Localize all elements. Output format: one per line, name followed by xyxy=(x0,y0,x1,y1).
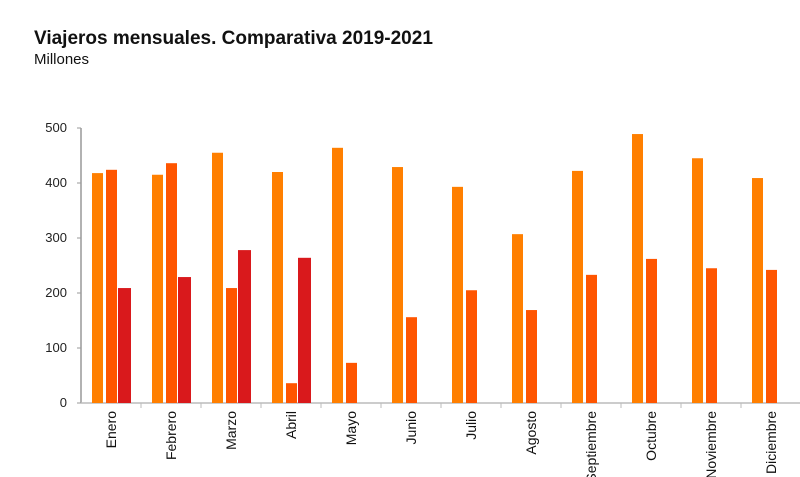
bar-2019-abril xyxy=(272,172,283,403)
y-tick-label: 300 xyxy=(45,230,67,245)
x-tick-label: Noviembre xyxy=(703,411,719,477)
bar-2020-junio xyxy=(406,317,417,403)
bar-2020-abril xyxy=(286,383,297,403)
x-tick-label: Febrero xyxy=(163,411,179,460)
y-tick-label: 200 xyxy=(45,285,67,300)
bar-2019-mayo xyxy=(332,147,343,403)
bar-2019-septiembre xyxy=(572,170,583,403)
x-tick-label: Diciembre xyxy=(763,411,779,474)
chart-subtitle: Millones xyxy=(34,51,90,68)
y-tick-label: 100 xyxy=(45,340,67,355)
bar-2019-agosto xyxy=(512,234,523,403)
bar-2021-enero xyxy=(118,288,131,403)
bar-2020-octubre xyxy=(646,258,657,403)
bar-2020-mayo xyxy=(346,362,357,403)
bar-2020-febrero xyxy=(166,163,177,403)
bar-2019-julio xyxy=(452,186,463,403)
bar-2019-junio xyxy=(392,167,403,403)
bar-2019-diciembre xyxy=(752,178,763,403)
x-tick-label: Junio xyxy=(403,411,419,445)
bar-2020-julio xyxy=(466,290,477,403)
bar-2021-marzo xyxy=(238,250,251,403)
bar-2020-agosto xyxy=(526,310,537,403)
y-tick-label: 400 xyxy=(45,175,67,190)
x-tick-label: Abril xyxy=(283,411,299,439)
y-tick-label: 0 xyxy=(60,395,67,410)
chart-title: Viajeros mensuales. Comparativa 2019-202… xyxy=(34,28,433,49)
bar-2021-febrero xyxy=(178,277,191,403)
y-tick-label: 500 xyxy=(45,120,67,135)
x-tick-label: Marzo xyxy=(223,411,239,450)
bar-2019-enero xyxy=(92,173,103,403)
bar-2019-noviembre xyxy=(692,158,703,403)
x-tick-label: Enero xyxy=(103,411,119,449)
x-tick-label: Julio xyxy=(463,411,479,440)
x-tick-label: Septiembre xyxy=(583,411,599,477)
bar-2020-noviembre xyxy=(706,268,717,403)
bar-2020-marzo xyxy=(226,288,237,403)
bar-2020-diciembre xyxy=(766,269,777,403)
bar-2021-abril xyxy=(298,257,311,403)
x-tick-label: Agosto xyxy=(523,411,539,455)
x-tick-label: Mayo xyxy=(343,411,359,445)
bar-2019-octubre xyxy=(632,134,643,404)
bar-2019-febrero xyxy=(152,174,163,403)
x-tick-label: Octubre xyxy=(643,411,659,461)
bar-2019-marzo xyxy=(212,152,223,403)
bar-2020-septiembre xyxy=(586,274,597,403)
bar-2020-enero xyxy=(106,169,117,403)
